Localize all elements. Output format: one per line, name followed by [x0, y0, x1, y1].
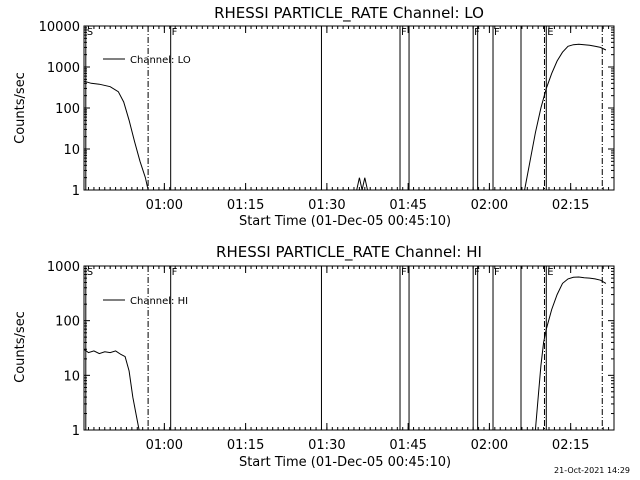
event-marker-label-lo: S	[87, 27, 93, 38]
y-tick-label-lo: 100	[55, 102, 80, 117]
series-line-lo	[356, 177, 368, 191]
event-marker-label-lo: E	[547, 27, 553, 38]
y-axis-label-hi: Counts/sec	[13, 311, 28, 383]
series-line-hi	[83, 348, 140, 431]
x-tick-label-lo: 02:15	[552, 198, 589, 213]
y-tick-label-lo: 10	[63, 143, 80, 158]
legend-label-hi: Channel: HI	[130, 296, 188, 307]
y-tick-label-hi: 1000	[47, 260, 80, 275]
x-tick-label-hi: 02:15	[552, 438, 589, 453]
chart-title-hi: RHESSI PARTICLE_RATE Channel: HI	[216, 243, 482, 262]
event-marker-label-lo: F	[494, 27, 500, 38]
y-tick-label-lo: 1000	[47, 61, 80, 76]
event-marker-label-hi: F	[172, 267, 178, 278]
x-axis-label-hi: Start Time (01-Dec-05 00:45:10)	[239, 455, 451, 470]
event-marker-label-hi: F	[401, 267, 407, 278]
event-marker-label-hi: F	[474, 267, 480, 278]
event-marker-label-lo: F	[401, 27, 407, 38]
y-axis-label-lo: Counts/sec	[13, 72, 28, 144]
plot-frame-lo	[83, 25, 615, 191]
x-axis-label-lo: Start Time (01-Dec-05 00:45:10)	[239, 214, 451, 229]
x-tick-label-hi: 01:30	[308, 438, 345, 453]
plot-frame-hi	[83, 265, 615, 431]
event-marker-label-lo: F	[474, 27, 480, 38]
x-tick-label-lo: 01:30	[308, 198, 345, 213]
legend-hi: Channel: HI	[103, 296, 188, 307]
event-marker-label-hi: E	[547, 267, 553, 278]
x-tick-label-hi: 01:00	[146, 438, 183, 453]
chart-panel-lo: RHESSI PARTICLE_RATE Channel: LO Counts/…	[13, 4, 615, 229]
x-tick-label-hi: 02:00	[471, 438, 508, 453]
footer-timestamp: 21-Oct-2021 14:29	[554, 466, 630, 475]
series-line-lo	[83, 80, 149, 191]
y-tick-label-lo: 1	[72, 184, 80, 199]
y-tick-label-hi: 100	[55, 315, 80, 330]
x-tick-label-lo: 01:45	[389, 198, 426, 213]
x-tick-label-lo: 01:15	[227, 198, 264, 213]
series-line-lo	[524, 43, 607, 191]
y-tick-label-lo: 10000	[39, 20, 80, 35]
legend-lo: Channel: LO	[103, 55, 191, 66]
event-marker-label-lo: F	[172, 27, 178, 38]
legend-label-lo: Channel: LO	[130, 55, 191, 66]
x-tick-label-hi: 01:15	[227, 438, 264, 453]
chart-title-lo: RHESSI PARTICLE_RATE Channel: LO	[214, 4, 484, 23]
series-line-hi	[534, 276, 607, 431]
x-tick-label-hi: 01:45	[389, 438, 426, 453]
x-tick-label-lo: 02:00	[471, 198, 508, 213]
y-tick-label-hi: 1	[72, 424, 80, 439]
event-marker-label-hi: F	[494, 267, 500, 278]
x-tick-label-lo: 01:00	[146, 198, 183, 213]
chart-panel-hi: RHESSI PARTICLE_RATE Channel: HI Counts/…	[13, 243, 615, 470]
y-tick-label-hi: 10	[63, 369, 80, 384]
event-marker-label-hi: S	[87, 267, 93, 278]
